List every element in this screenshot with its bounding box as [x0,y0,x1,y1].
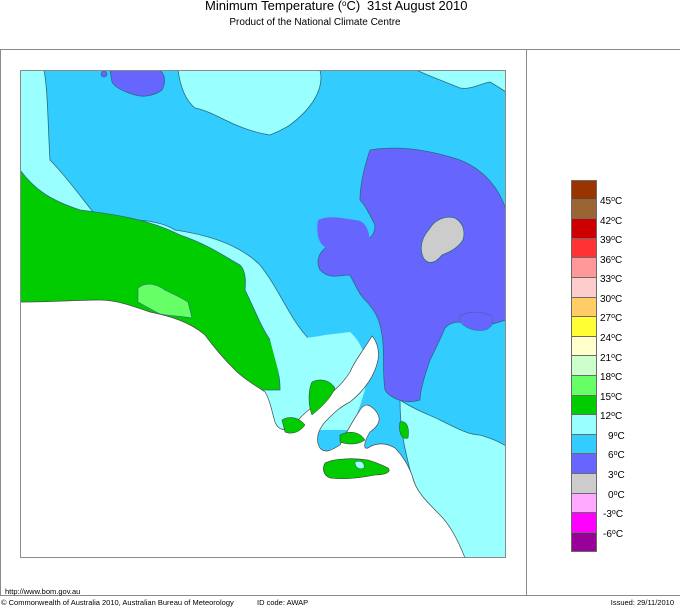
legend-label: 6oC [608,450,625,461]
legend-swatch [571,415,597,435]
legend-swatch [571,297,597,318]
legend-label: 27oC [600,313,623,324]
frame-bottom-line [0,595,680,596]
legend-label: -3oC [603,509,624,520]
title-text: Minimum Temperature (oC) [205,0,361,13]
legend-swatch [571,199,597,220]
issued-date: Issued: 29/11/2010 [610,598,674,607]
legend-label: 3oC [608,470,625,481]
legend-label: 9oC [608,431,625,442]
source-url: http://www.bom.gov.au [5,587,81,596]
legend-swatch [571,493,597,514]
legend-swatch [571,336,597,357]
legend-swatch [571,532,597,553]
legend-label: 39oC [600,235,623,246]
legend-label: -6oC [603,529,624,540]
id-code: ID code: AWAP [257,598,309,607]
frame-top-line [0,49,680,50]
legend-label: 21oC [600,353,623,364]
subtitle: Product of the National Climate Centre [229,17,401,28]
legend-label: 30oC [600,294,623,305]
legend-label: 12oC [600,411,623,422]
legend-swatch [571,277,597,298]
legend-swatch [571,473,597,494]
color-legend [571,180,597,553]
legend-label: 0oC [608,490,625,501]
legend-swatch [571,513,597,533]
legend-swatch [571,375,597,396]
legend-swatch [571,258,597,278]
temperature-map [20,70,506,558]
legend-label: 33oC [600,274,623,285]
legend-swatch [571,434,597,455]
legend-label: 42oC [600,216,623,227]
legend-swatch [571,238,597,259]
legend-swatch [571,356,597,376]
legend-swatch [571,395,597,416]
legend-label: 18oC [600,372,623,383]
chart-title: Minimum Temperature (oC) 31st August 201… [0,0,680,14]
legend-swatch [571,454,597,474]
legend-swatch [571,219,597,239]
frame-divider-line [526,49,527,596]
map-svg [20,70,506,558]
frame-left-line [0,49,1,596]
legend-label: 24oC [600,333,623,344]
legend-label: 45oC [600,196,623,207]
title-date: 31st August 2010 [367,0,468,13]
legend-label: 36oC [600,255,623,266]
copyright-text: © Commonwealth of Australia 2010, Austra… [1,598,234,607]
legend-label: 15oC [600,392,623,403]
legend-swatch [571,180,597,200]
footer: © Commonwealth of Australia 2010, Austra… [0,598,680,608]
legend-swatch [571,317,597,337]
